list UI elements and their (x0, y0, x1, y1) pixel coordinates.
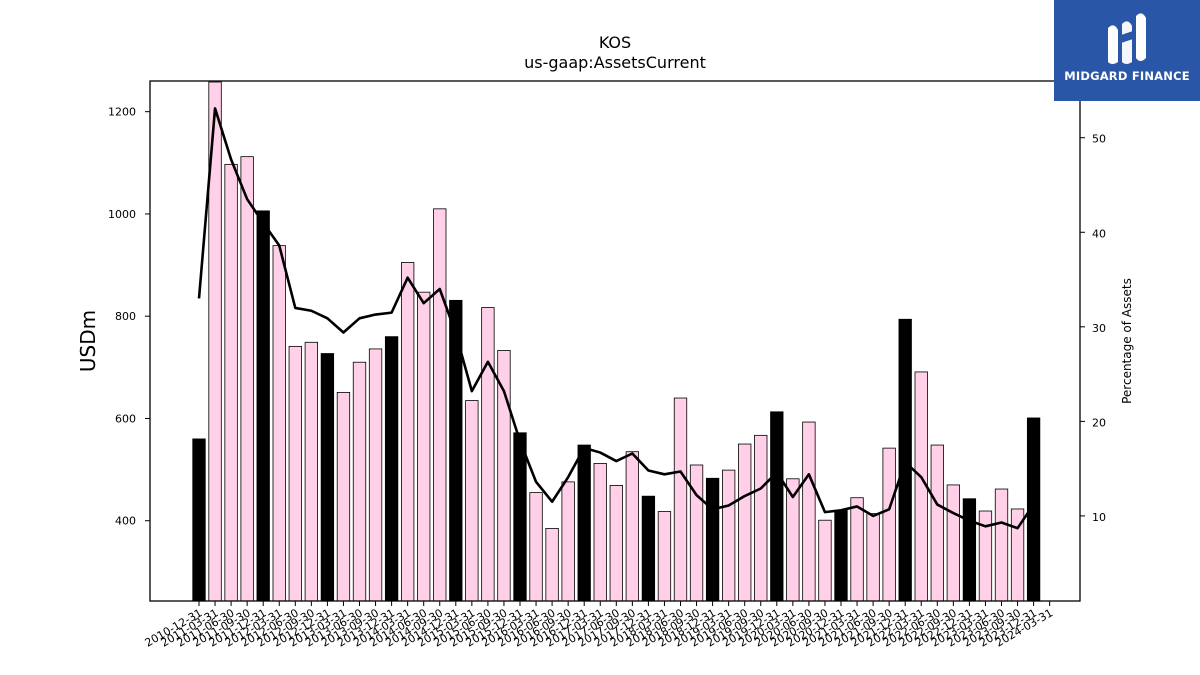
bar-2011-09-30 (240, 156, 254, 602)
y2-tick-label-10: 10 (1092, 511, 1106, 524)
bar-2017-12-31 (641, 495, 656, 602)
y2-axis-label: Percentage of Assets (1120, 278, 1134, 404)
y-axis-label: USDm (76, 310, 100, 372)
bar-2018-03-31 (657, 511, 672, 602)
y-tick-label-800: 800 (115, 310, 136, 323)
y2-tick-label-30: 30 (1092, 322, 1106, 335)
bar-2021-09-30 (882, 447, 896, 602)
bar-2020-09-30 (818, 519, 832, 602)
bar-2019-06-30 (738, 443, 752, 602)
chart-subtitle: us-gaap:AssetsCurrent (524, 53, 706, 72)
bar-2018-12-31 (705, 477, 720, 602)
bar-2022-12-31 (962, 498, 977, 602)
bar-2013-09-30 (368, 348, 383, 602)
bar-2022-06-30 (930, 444, 944, 602)
bar-2017-03-31 (593, 463, 607, 602)
bar-2016-03-31 (529, 492, 543, 602)
bar-2019-12-31 (770, 411, 784, 602)
y-tick-label-1200: 1200 (108, 106, 136, 119)
percentage-line (197, 107, 1035, 530)
bar-2020-06-30 (802, 421, 816, 602)
bar-2010-12-31 (192, 438, 206, 602)
bar-2015-06-30 (481, 307, 495, 602)
bar-2011-06-30 (224, 163, 238, 602)
axes: 4006008001000120010203040502010-12-31201… (108, 80, 1106, 650)
y-tick-label-400: 400 (115, 515, 136, 528)
bar-group (192, 81, 1041, 602)
bar-2016-12-31 (577, 444, 591, 602)
bar-2012-12-31 (320, 353, 335, 602)
bar-2012-03-31 (272, 245, 286, 602)
bar-2012-09-30 (304, 341, 319, 602)
bar-2021-12-31 (898, 318, 912, 602)
midgard-finance-logo: MIDGARD FINANCE (1054, 0, 1200, 101)
bar-2019-09-30 (754, 434, 768, 602)
bar-2013-12-31 (384, 336, 399, 602)
bar-2018-09-30 (689, 464, 704, 602)
bar-2023-06-30 (994, 488, 1009, 602)
y2-tick-label-40: 40 (1092, 227, 1106, 240)
percentage-line-group (197, 107, 1035, 530)
bar-2019-03-31 (722, 469, 736, 602)
bar-2014-03-31 (400, 262, 415, 602)
bar-2015-12-31 (513, 432, 527, 602)
y2-tick-label-20: 20 (1092, 416, 1106, 429)
y-tick-label-600: 600 (115, 412, 136, 425)
midgard-logo-icon (1108, 13, 1146, 64)
y-tick-label-1000: 1000 (108, 208, 136, 221)
bar-2017-09-30 (625, 451, 639, 602)
bar-2014-06-30 (417, 291, 431, 602)
bar-2013-06-30 (352, 361, 367, 602)
bar-2013-03-31 (336, 391, 351, 602)
logo-text: MIDGARD FINANCE (1064, 69, 1190, 83)
bar-2021-06-30 (866, 513, 880, 602)
bar-2011-12-31 (256, 210, 270, 602)
bar-2022-09-30 (946, 484, 960, 602)
bar-2021-03-31 (850, 497, 864, 602)
y2-tick-label-50: 50 (1092, 133, 1106, 146)
bar-2012-06-30 (288, 345, 302, 602)
bar-2020-12-31 (834, 510, 848, 602)
bar-2016-06-30 (545, 527, 559, 602)
bar-2014-09-30 (433, 208, 447, 602)
plot-frame (149, 80, 1081, 602)
bar-2018-06-30 (673, 397, 688, 602)
bar-2015-03-31 (465, 400, 479, 602)
bar-2016-09-30 (561, 481, 575, 602)
bar-2017-06-30 (609, 485, 623, 602)
chart-title: KOS (599, 33, 631, 52)
bar-2015-09-30 (497, 350, 511, 602)
